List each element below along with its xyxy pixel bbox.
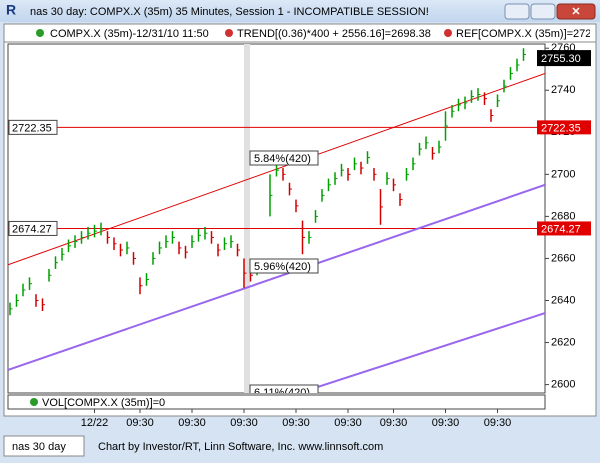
y-tick-label: 2600 xyxy=(551,378,575,390)
plot-area xyxy=(7,43,546,394)
app-icon: R xyxy=(6,2,16,18)
x-tick-label: 12/22 xyxy=(81,417,109,429)
legend-item: COMPX.X (35m)-12/31/10 11:50 xyxy=(50,28,209,40)
y-tick-label: 2640 xyxy=(551,294,575,306)
ref-price-box xyxy=(537,221,591,236)
legend-icon xyxy=(30,398,38,406)
ref-price: 2674.27 xyxy=(541,223,581,235)
annotation: 6.11%(420) xyxy=(254,387,310,399)
x-tick-label: 09:30 xyxy=(432,417,460,429)
x-tick-label: 09:30 xyxy=(334,417,362,429)
trend-line xyxy=(295,312,545,393)
y-tick-label: 2620 xyxy=(551,336,575,348)
x-tick-label: 09:30 xyxy=(178,417,206,429)
x-tick-label: 09:30 xyxy=(380,417,408,429)
y-tick-label: 2740 xyxy=(551,84,575,96)
legend-icon xyxy=(444,29,452,37)
legend-item: TREND[(0.36)*400 + 2556.16]=2698.38 xyxy=(237,28,431,40)
annotation-box xyxy=(249,384,319,393)
y-tick-label: 2680 xyxy=(551,210,575,222)
last-price-box xyxy=(537,50,591,67)
maximize-button[interactable] xyxy=(530,3,556,20)
annotation: 5.96%(420) xyxy=(254,261,311,273)
ref-price-box xyxy=(537,120,591,135)
ref-label: 2674.27 xyxy=(12,223,52,235)
legend-icon xyxy=(225,29,233,37)
credit: Chart by Investor/RT, Linn Software, Inc… xyxy=(98,441,383,453)
title-bar xyxy=(0,0,600,22)
legend-icon xyxy=(36,29,44,37)
x-tick-label: 09:30 xyxy=(484,417,512,429)
minimize-button[interactable] xyxy=(504,3,530,20)
y-tick-label: 2700 xyxy=(551,168,575,180)
annotation: 5.84%(420) xyxy=(254,153,311,165)
volume-pane xyxy=(7,394,546,410)
x-tick-label: 09:30 xyxy=(282,417,310,429)
annotation-box xyxy=(249,258,319,274)
tab[interactable] xyxy=(3,435,85,457)
legend-item: REF[COMPX.X (35m)]=272 xyxy=(456,28,591,40)
close-icon: ✕ xyxy=(571,6,580,18)
annotation-box xyxy=(249,150,319,166)
ref-label-box xyxy=(8,119,58,135)
y-tick-label: 2660 xyxy=(551,252,575,264)
last-price: 2755.30 xyxy=(541,53,581,65)
volume-label: VOL[COMPX.X (35m)]=0 xyxy=(42,397,165,409)
session-band xyxy=(244,44,250,393)
window-title: nas 30 day: COMPX.X (35m) 35 Minutes, Se… xyxy=(30,6,429,18)
x-tick-label: 09:30 xyxy=(230,417,258,429)
ref-price: 2722.35 xyxy=(541,122,581,134)
x-tick-label: 09:30 xyxy=(126,417,154,429)
ref-label-box xyxy=(8,220,58,236)
ref-label: 2722.35 xyxy=(12,122,52,134)
close-button[interactable] xyxy=(556,3,596,20)
tab-label: nas 30 day xyxy=(12,441,66,453)
trend-line xyxy=(8,183,545,371)
